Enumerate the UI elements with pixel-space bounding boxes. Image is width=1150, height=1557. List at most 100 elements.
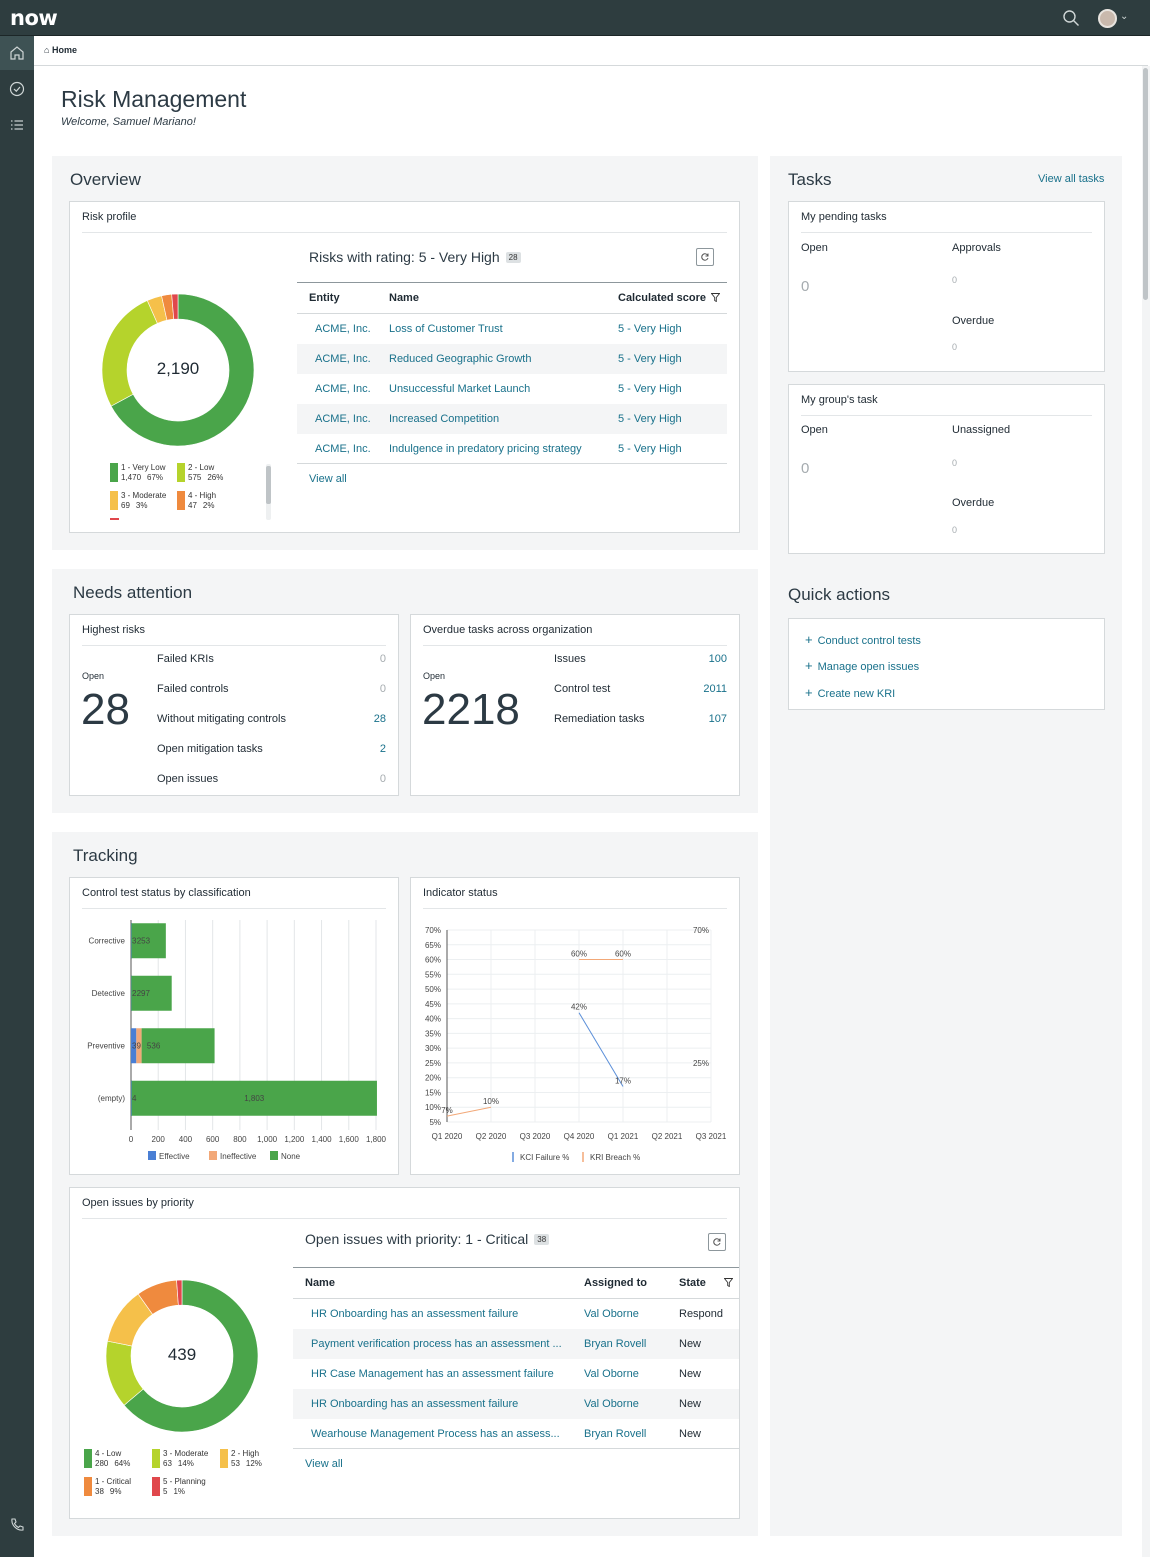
col-score[interactable]: Calculated score bbox=[618, 292, 707, 304]
chevron-down-icon[interactable]: ⌄ bbox=[1120, 11, 1129, 22]
user-avatar[interactable] bbox=[1098, 9, 1117, 28]
qa-create-new-kri[interactable]: + Create new KRI bbox=[805, 685, 896, 700]
row-score-link[interactable]: 5 - Very High bbox=[618, 413, 682, 425]
row-name-link[interactable]: Indulgence in predatory pricing strategy bbox=[389, 443, 582, 455]
bar-segment[interactable] bbox=[131, 1028, 137, 1064]
table-row[interactable]: ACME, Inc. Increased Competition 5 - Very … bbox=[297, 404, 727, 434]
legend-scrollbar[interactable] bbox=[266, 464, 271, 520]
scrollbar[interactable] bbox=[1142, 66, 1150, 1557]
legend-entry[interactable]: 1 - Critical 38 9% bbox=[95, 1477, 131, 1497]
legend-label[interactable]: Effective bbox=[159, 1152, 190, 1161]
row-score-link[interactable]: 5 - Very High bbox=[618, 323, 682, 335]
metric-value[interactable]: 107 bbox=[708, 713, 727, 725]
legend-entry[interactable]: 1 - Very Low 1,470 67% bbox=[121, 463, 165, 483]
metric-value[interactable]: 0 bbox=[379, 653, 386, 665]
group-overdue-value[interactable]: 0 bbox=[952, 525, 958, 535]
row-name-link[interactable]: Loss of Customer Trust bbox=[389, 323, 503, 335]
legend-entry[interactable]: 5 - Planning 5 1% bbox=[163, 1477, 206, 1497]
col-name[interactable]: Name bbox=[389, 292, 419, 304]
pending-open-value[interactable]: 0 bbox=[801, 278, 810, 295]
row-entity-link[interactable]: ACME, Inc. bbox=[315, 323, 371, 335]
legend-entry[interactable]: 2 - Low 575 26% bbox=[188, 463, 223, 483]
bar-segment[interactable] bbox=[131, 1080, 377, 1116]
issue-assignee-link[interactable]: Val Oborne bbox=[584, 1308, 639, 1320]
legend-entry[interactable]: 4 - Low 280 64% bbox=[95, 1449, 130, 1469]
table-row[interactable]: ACME, Inc. Reduced Geographic Growth 5 - V… bbox=[297, 344, 727, 374]
issue-assignee-link[interactable]: Bryan Rovell bbox=[584, 1338, 647, 1350]
table-row[interactable]: ACME, Inc. Indulgence in predatory pricin… bbox=[297, 434, 727, 464]
table-row[interactable]: HR Onboarding has an assessment failure V… bbox=[293, 1299, 739, 1329]
donut-slice[interactable] bbox=[171, 293, 179, 320]
open-issues-donut[interactable] bbox=[104, 1278, 260, 1434]
row-name-link[interactable]: Increased Competition bbox=[389, 413, 500, 425]
row-score-link[interactable]: 5 - Very High bbox=[618, 353, 682, 365]
issue-assignee-link[interactable]: Val Oborne bbox=[584, 1398, 639, 1410]
scrollbar-thumb[interactable] bbox=[1143, 68, 1148, 300]
search-icon[interactable] bbox=[1062, 9, 1080, 27]
legend-entry[interactable]: 4 - High 47 2% bbox=[188, 491, 216, 511]
table-row[interactable]: HR Case Management has an assessment fai… bbox=[293, 1359, 739, 1389]
bar-segment[interactable] bbox=[131, 1080, 132, 1116]
view-all-tasks-link[interactable]: View all tasks bbox=[1038, 173, 1105, 185]
risks-view-all-link[interactable]: View all bbox=[309, 473, 347, 485]
series-line[interactable] bbox=[446, 1106, 492, 1117]
donut-slice[interactable] bbox=[110, 293, 255, 447]
legend-entry[interactable]: 3 - Moderate 69 3% bbox=[121, 491, 166, 511]
overdue-open-value[interactable]: 2218 bbox=[422, 685, 520, 734]
table-row[interactable]: Payment verification process has an asse… bbox=[293, 1329, 739, 1359]
issue-name-link[interactable]: Payment verification process has an asse… bbox=[311, 1338, 562, 1350]
legend-label[interactable]: KCI Failure % bbox=[520, 1153, 569, 1162]
issue-name-link[interactable]: Wearhouse Management Process has an asse… bbox=[311, 1428, 560, 1440]
check-circle-icon[interactable] bbox=[0, 72, 34, 106]
highest-open-value[interactable]: 28 bbox=[81, 685, 130, 734]
filter-icon[interactable] bbox=[711, 293, 720, 302]
issues-view-all-link[interactable]: View all bbox=[305, 1458, 343, 1470]
legend-label[interactable]: KRI Breach % bbox=[590, 1153, 640, 1162]
metric-value[interactable]: 0 bbox=[379, 773, 386, 785]
risk-profile-donut[interactable] bbox=[100, 292, 256, 448]
pending-overdue-value[interactable]: 0 bbox=[952, 342, 958, 352]
col-name[interactable]: Name bbox=[305, 1277, 335, 1289]
bar-segment[interactable] bbox=[131, 923, 166, 959]
now-logo[interactable]: now bbox=[10, 6, 58, 30]
issue-name-link[interactable]: HR Onboarding has an assessment failure bbox=[311, 1398, 519, 1410]
table-row[interactable]: ACME, Inc. Unsuccessful Market Launch 5 - … bbox=[297, 374, 727, 404]
row-name-link[interactable]: Unsuccessful Market Launch bbox=[389, 383, 531, 395]
list-icon[interactable] bbox=[0, 108, 34, 142]
donut-slice[interactable] bbox=[101, 300, 158, 407]
donut-slice[interactable] bbox=[176, 1279, 183, 1306]
donut-slice[interactable] bbox=[123, 1279, 259, 1433]
legend-label[interactable]: Ineffective bbox=[220, 1152, 257, 1161]
metric-value[interactable]: 28 bbox=[373, 713, 386, 725]
refresh-button[interactable] bbox=[696, 248, 714, 266]
issue-name-link[interactable]: HR Case Management has an assessment fai… bbox=[311, 1368, 554, 1380]
legend-entry[interactable]: 2 - High 53 12% bbox=[231, 1449, 262, 1469]
row-entity-link[interactable]: ACME, Inc. bbox=[315, 413, 371, 425]
col-assigned[interactable]: Assigned to bbox=[584, 1277, 647, 1289]
qa-conduct-control-tests[interactable]: + Conduct control tests bbox=[805, 632, 921, 647]
legend-entry[interactable]: 3 - Moderate 63 14% bbox=[163, 1449, 208, 1469]
approvals-value[interactable]: 0 bbox=[952, 275, 958, 285]
control-test-chart[interactable]: 0 200 400 600 800 1,000 1,200 1,400 1,600 1,800 Co… bbox=[70, 912, 398, 1174]
bar-segment[interactable] bbox=[136, 1028, 142, 1064]
bar-segment[interactable] bbox=[131, 975, 172, 1011]
metric-value[interactable]: 2 bbox=[379, 743, 386, 755]
issue-assignee-link[interactable]: Bryan Rovell bbox=[584, 1428, 647, 1440]
metric-value[interactable]: 100 bbox=[708, 653, 727, 665]
filter-icon[interactable] bbox=[724, 1278, 733, 1287]
table-row[interactable]: Wearhouse Management Process has an asse… bbox=[293, 1419, 739, 1449]
row-entity-link[interactable]: ACME, Inc. bbox=[315, 443, 371, 455]
issue-name-link[interactable]: HR Onboarding has an assessment failure bbox=[311, 1308, 519, 1320]
row-name-link[interactable]: Reduced Geographic Growth bbox=[389, 353, 532, 365]
row-score-link[interactable]: 5 - Very High bbox=[618, 443, 682, 455]
indicator-chart[interactable]: 5% 10% 15% 20% 25% 30% 35% 40% 45% 50% 55% 60% 65% 70… bbox=[411, 912, 739, 1174]
row-score-link[interactable]: 5 - Very High bbox=[618, 383, 682, 395]
table-row[interactable]: HR Onboarding has an assessment failure V… bbox=[293, 1389, 739, 1419]
refresh-button[interactable] bbox=[708, 1233, 726, 1251]
col-state[interactable]: State bbox=[679, 1277, 706, 1289]
breadcrumb[interactable]: ⌂ Home bbox=[44, 45, 77, 55]
metric-value[interactable]: 0 bbox=[379, 683, 386, 695]
qa-manage-open-issues[interactable]: + Manage open issues bbox=[805, 658, 920, 673]
series-line[interactable] bbox=[578, 1012, 624, 1087]
row-entity-link[interactable]: ACME, Inc. bbox=[315, 383, 371, 395]
